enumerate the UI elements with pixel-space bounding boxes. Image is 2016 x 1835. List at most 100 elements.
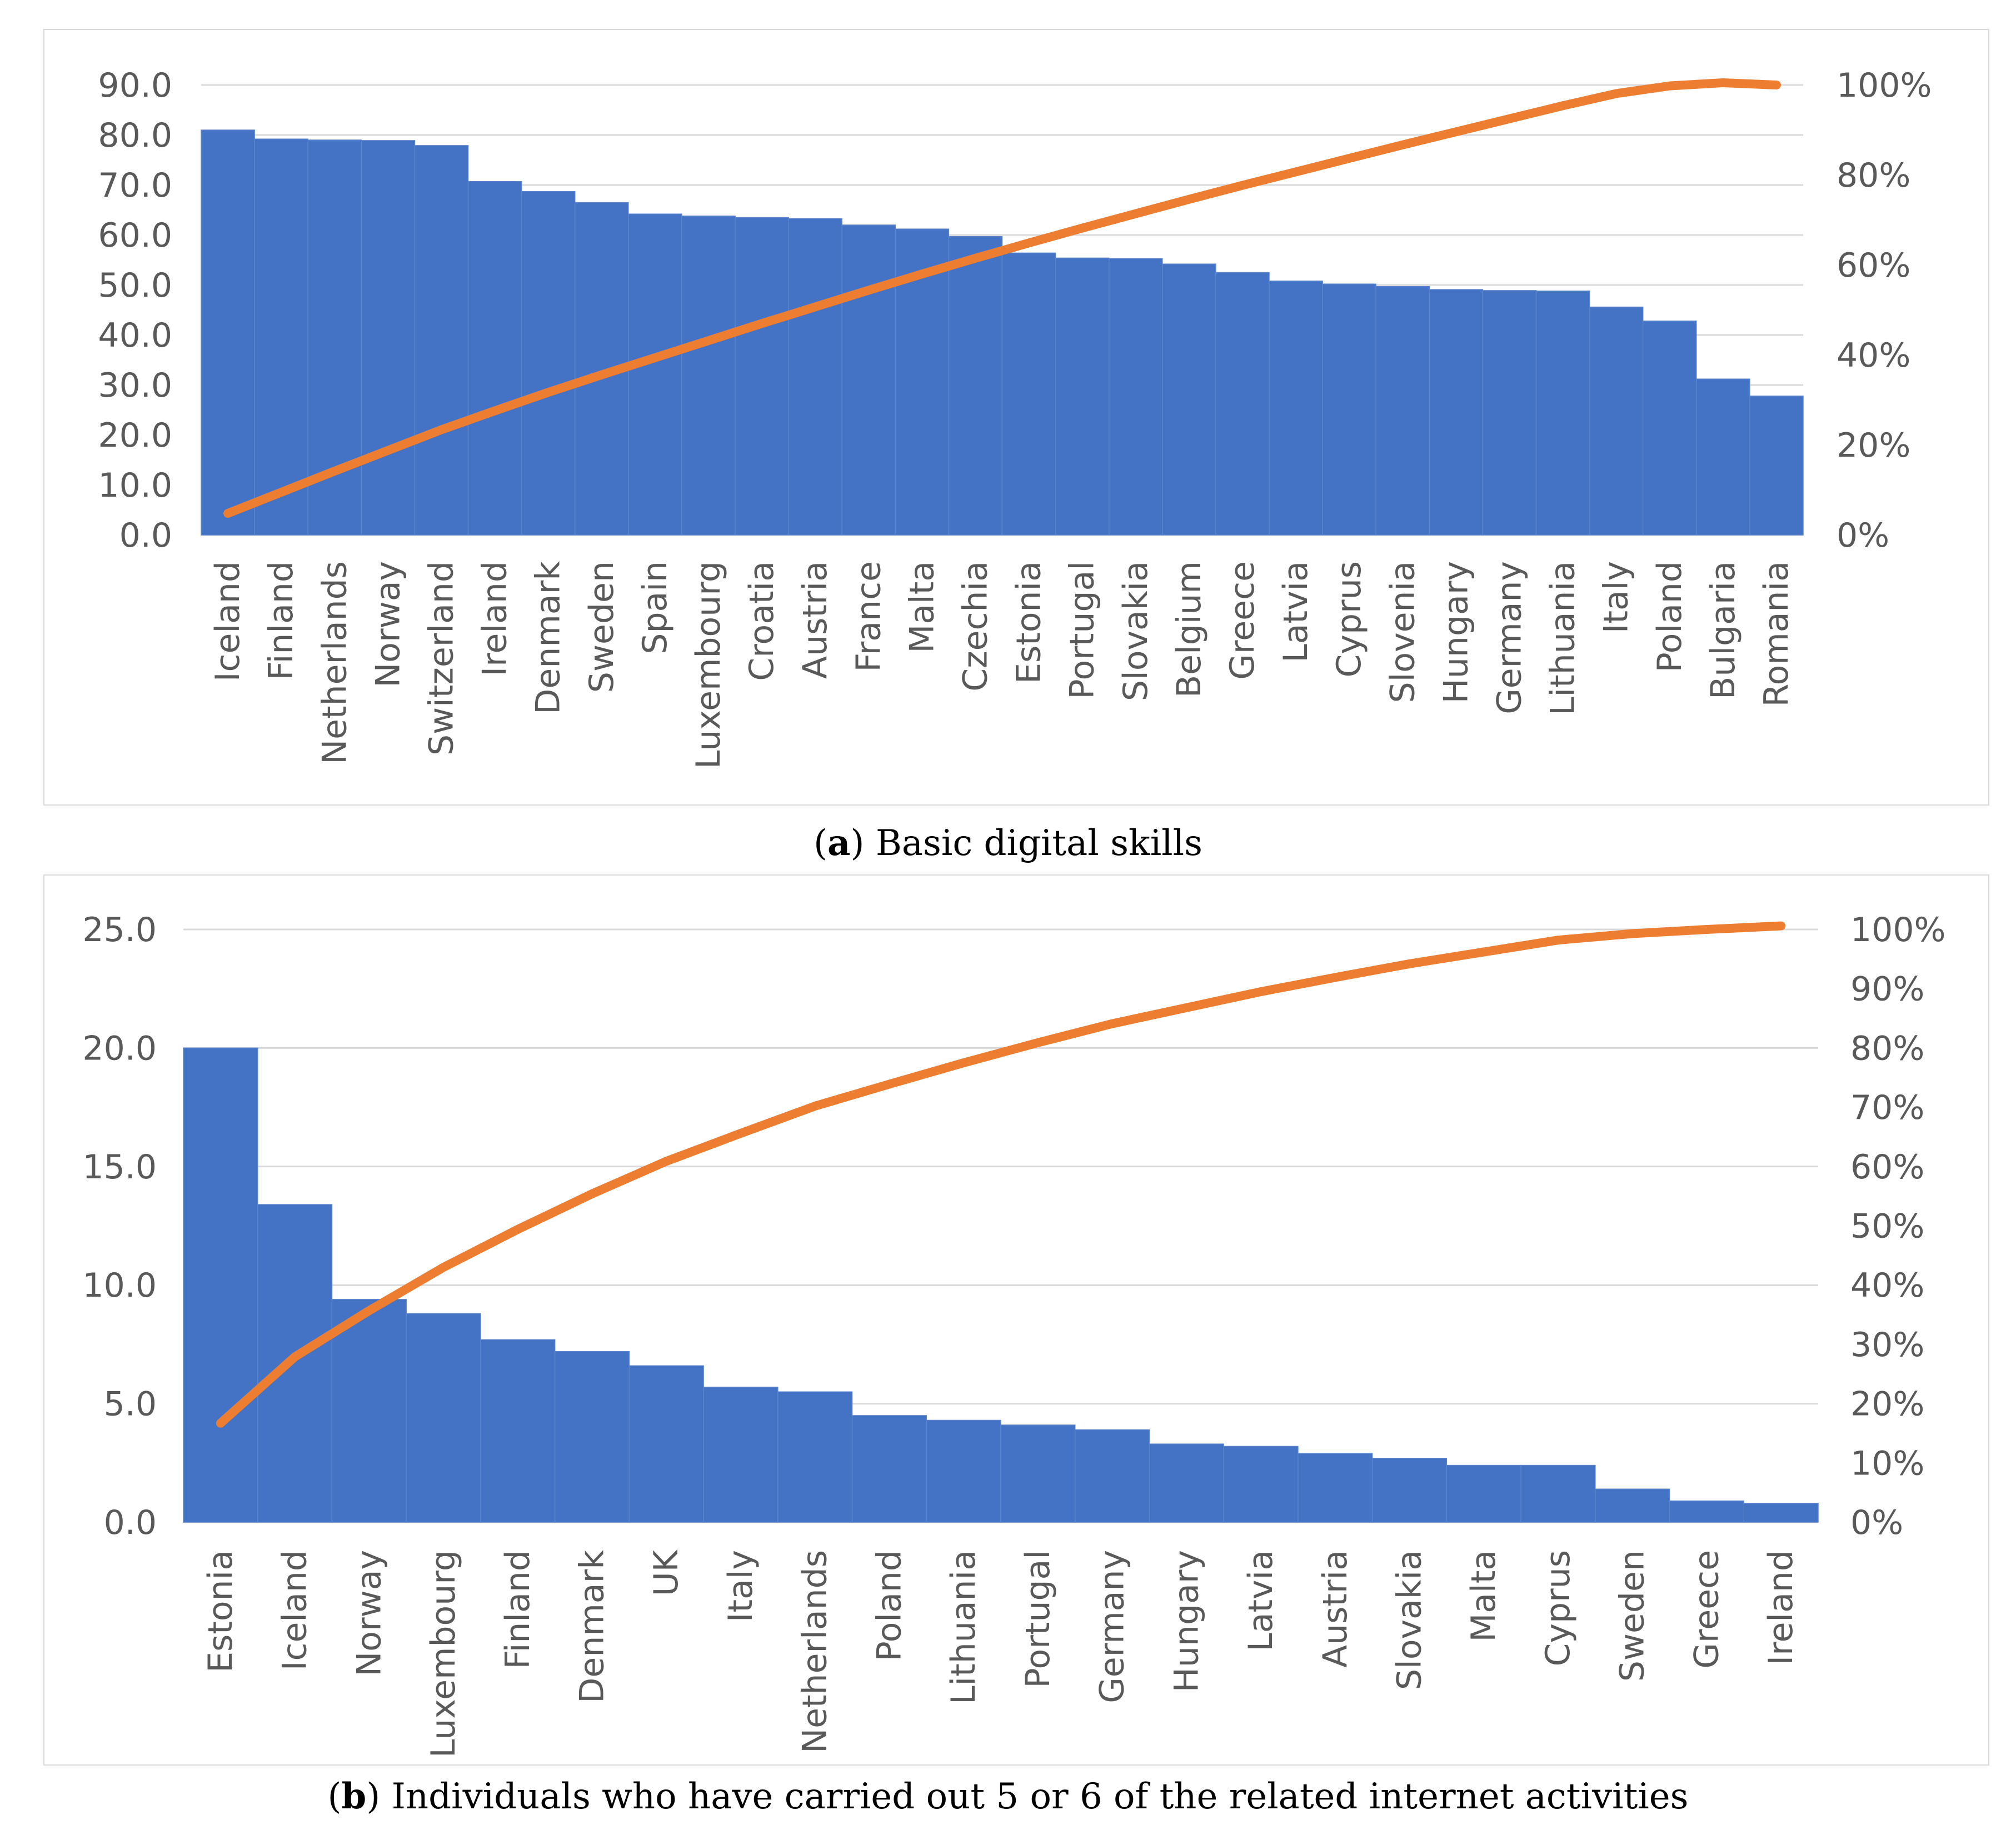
x-tick-label: Germany — [1490, 561, 1529, 714]
chart-a: 0.0 10.0 20.0 30.0 40.0 50.0 60.0 70.0 80.0 90.0 0… — [98, 66, 1932, 769]
x-tick-label: Romania — [1757, 561, 1796, 707]
y-left-tick-label: 90.0 — [98, 66, 172, 105]
x-tick-label: Belgium — [1170, 561, 1209, 698]
bar — [1743, 1503, 1819, 1523]
x-tick-label: Austria — [796, 561, 835, 679]
y-right-tick-label: 60% — [1850, 1148, 1924, 1187]
x-tick-label: Luxembourg — [689, 561, 728, 769]
x-tick-label: Finland — [498, 1550, 537, 1669]
x-tick-label: Slovakia — [1390, 1550, 1429, 1690]
y-right-tick-label: 80% — [1850, 1029, 1924, 1068]
x-tick-label: Malta — [902, 561, 941, 653]
bar — [1000, 1424, 1076, 1523]
x-tick-label: Portugal — [1019, 1550, 1057, 1688]
bar — [183, 1047, 258, 1523]
y-right-tick-label: 60% — [1837, 246, 1910, 285]
y-left-tick-label: 10.0 — [82, 1266, 157, 1305]
x-tick-label: Italy — [1597, 561, 1636, 633]
caption-a-label: a — [827, 822, 851, 864]
cumulative-line — [216, 921, 1786, 1428]
bar — [1162, 263, 1216, 536]
x-tick-label: Hungary — [1436, 561, 1475, 703]
x-tick-label: Latvia — [1276, 561, 1315, 663]
y-left-tick-label: 50.0 — [98, 266, 172, 305]
caption-b-text: Individuals who have carried out 5 or 6 … — [391, 1776, 1689, 1817]
bar — [1446, 1464, 1521, 1523]
bar — [1429, 289, 1484, 536]
x-tick-label: Slovenia — [1383, 561, 1422, 703]
bar — [1298, 1453, 1373, 1523]
x-tick-label: Spain — [636, 561, 675, 654]
bar — [948, 236, 1003, 536]
x-tick-label: Lithuania — [1544, 561, 1583, 716]
x-tick-label: Malta — [1464, 1550, 1503, 1642]
x-tick-label: Netherlands — [315, 561, 354, 764]
bar — [406, 1313, 481, 1523]
bar — [1642, 321, 1697, 536]
x-tick-label: Cyprus — [1330, 561, 1369, 677]
bar — [554, 1351, 630, 1523]
caption-b-label: b — [341, 1776, 367, 1817]
x-tick-label: Norway — [350, 1550, 388, 1677]
y-right-tick-label: 70% — [1850, 1088, 1924, 1127]
y-right-tick-label: 0% — [1837, 516, 1889, 555]
bar — [1535, 291, 1590, 536]
x-tick-label: Greece — [1223, 561, 1262, 680]
y-right-tick-label: 0% — [1850, 1503, 1903, 1542]
x-tick-label: Netherlands — [796, 1550, 835, 1753]
y-right-tick-label: 100% — [1837, 66, 1932, 105]
bar — [331, 1299, 407, 1523]
bar — [1749, 396, 1804, 536]
y-right-tick-label: 40% — [1850, 1266, 1924, 1305]
y-right-tick-label: 20% — [1837, 426, 1910, 465]
x-tick-label: Ireland — [476, 561, 515, 677]
x-tick-label: Austria — [1316, 1550, 1355, 1668]
y-left-tick-label: 0.0 — [119, 516, 172, 555]
x-tick-label: Latvia — [1241, 1550, 1280, 1652]
bar — [521, 191, 576, 536]
bar — [926, 1419, 1001, 1523]
bar — [628, 213, 682, 536]
y-left-tick-label: 40.0 — [98, 316, 172, 355]
bar — [1215, 272, 1270, 536]
y-right-tick-label: 30% — [1850, 1326, 1924, 1364]
y-left-tick-label: 5.0 — [104, 1385, 157, 1424]
x-tick-label: Slovakia — [1116, 561, 1155, 701]
bar — [1595, 1488, 1670, 1523]
y-right-tick-label: 80% — [1837, 156, 1910, 195]
y-right-tick-label: 100% — [1850, 911, 1946, 949]
x-tick-label: Estonia — [201, 1550, 240, 1673]
y-left-tick-label: 20.0 — [98, 416, 172, 455]
bar — [1322, 283, 1376, 536]
bar — [1074, 1429, 1150, 1523]
x-tick-label: Sweden — [1613, 1550, 1652, 1682]
bar — [735, 217, 789, 536]
y-left-tick-label: 80.0 — [98, 116, 172, 155]
bar — [1371, 1458, 1448, 1523]
x-tick-label: Iceland — [276, 1550, 315, 1671]
bar — [1001, 252, 1056, 536]
x-tick-label: Croatia — [742, 561, 781, 681]
x-tick-label: Cyprus — [1539, 1550, 1578, 1666]
x-tick-label: Ireland — [1761, 1550, 1800, 1666]
bar — [777, 1391, 853, 1523]
y-left-tick-label: 70.0 — [98, 166, 172, 205]
bar — [788, 218, 842, 536]
x-tick-label: Portugal — [1063, 561, 1102, 699]
bar — [467, 181, 522, 536]
x-tick-label: Greece — [1687, 1550, 1726, 1669]
chart-b: 0.0 5.0 10.0 15.0 20.0 25.0 0% 10% 20% 30% 40% 50% 6… — [82, 911, 1946, 1758]
bar — [681, 216, 736, 536]
x-tick-label: Poland — [870, 1550, 909, 1661]
y-left-tick-label: 20.0 — [82, 1029, 157, 1068]
y-right-tick-label: 10% — [1850, 1444, 1924, 1483]
x-tick-label: Switzerland — [422, 561, 461, 756]
y-left-tick-label: 25.0 — [82, 911, 157, 949]
bar — [257, 1204, 333, 1523]
y-left-tick-label: 30.0 — [98, 366, 172, 405]
x-tick-label: Czechia — [956, 561, 995, 692]
bar — [1589, 306, 1644, 536]
y-left-tick-label: 10.0 — [98, 466, 172, 505]
x-tick-label: Denmark — [529, 561, 568, 714]
bar — [1269, 281, 1323, 536]
